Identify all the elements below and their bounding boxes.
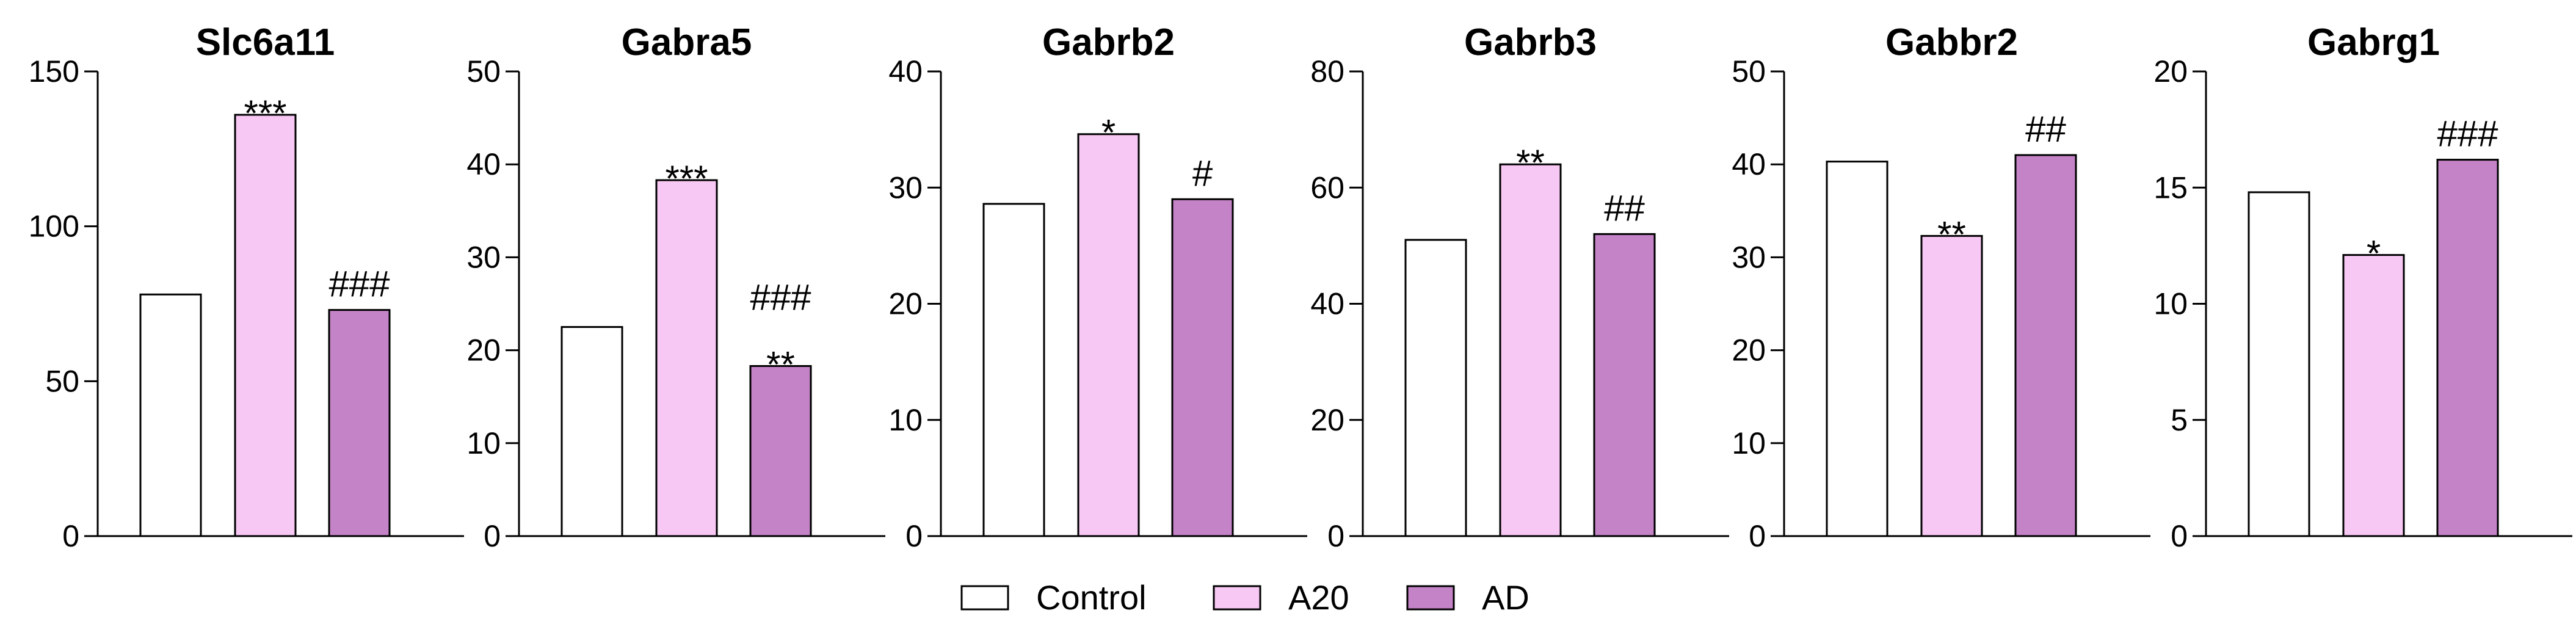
significance-label: * [2367,233,2381,274]
y-tick-label: 50 [466,54,501,89]
y-tick-label: 80 [1310,54,1344,89]
significance-label: ### [750,277,811,318]
chart-gabbr2: Gabbr2 0 10 20 30 40 50 ** ## [1732,21,2150,553]
y-tick-label: 10 [888,403,923,437]
bar-ad [2436,159,2499,537]
y-tick-label: 0 [62,519,79,553]
legend-label: Control [1036,578,1147,617]
bar-control [139,293,202,537]
bar-control [561,326,623,537]
chart-title: Gabrb2 [1042,21,1175,64]
significance-label: ## [2025,109,2066,150]
legend-item-control: Control [960,578,1147,617]
y-tick-label: 20 [466,333,501,368]
chart-title: Gabbr2 [1885,21,2018,64]
bar-ad [2014,154,2077,537]
y-tick-label: 40 [1732,147,1766,181]
bar-control [982,203,1045,537]
y-tick-label: 50 [1732,54,1766,89]
y-tick-label: 10 [2153,287,2188,321]
significance-label: # [1192,153,1213,194]
legend-label: AD [1482,578,1529,617]
y-tick-label: 10 [466,426,501,460]
significance-label: ### [328,264,390,305]
bar-ad [749,365,812,537]
y-tick-label: 0 [2171,519,2188,553]
bar-a20 [1499,163,1562,537]
y-tick-label: 0 [1327,519,1344,553]
chart-title: Slc6a11 [196,21,335,64]
chart-title: Gabrb3 [1464,21,1597,64]
chart-gabrb3: Gabrb3 0 20 40 60 80 ** ## [1310,21,1729,553]
chart-gabrg1: Gabrg1 0 5 10 15 20 * ### [2153,21,2572,553]
significance-label: ## [1604,187,1645,228]
y-tick-label: 40 [466,147,501,181]
y-tick-label: 150 [29,54,79,89]
bar-control [1404,239,1467,537]
bar-a20 [1920,234,1983,537]
y-tick-label: 50 [45,364,79,398]
y-tick-label: 20 [1310,403,1344,437]
legend-swatch [1213,585,1261,611]
significance-label: * [1101,112,1116,153]
y-tick-label: 20 [888,287,923,321]
significance-label: *** [665,158,708,199]
y-tick-label: 30 [888,170,923,205]
y-tick-label: 40 [888,54,923,89]
chart-title: Gabrg1 [2307,21,2440,64]
bar-ad [1593,233,1656,537]
y-tick-label: 60 [1310,170,1344,205]
legend-label: A20 [1288,578,1349,617]
significance-label: ### [2437,114,2498,154]
chart-panels: Slc6a11050100150***###Gabra501020304050*… [29,21,2572,553]
y-tick-label: 20 [1732,333,1766,368]
y-tick-label: 30 [1732,240,1766,274]
y-tick-label: 5 [2171,403,2188,437]
significance-label: ** [1516,142,1545,183]
y-tick-label: 100 [29,209,79,244]
bar-a20 [2342,254,2405,537]
chart-slc6a11: Slc6a11 0 50 100 150 *** ### [29,21,464,553]
y-tick-label: 15 [2153,170,2188,205]
bar-ad [1171,198,1234,537]
chart-gabrb2: Gabrb2 0 10 20 30 40 * # [888,21,1307,553]
legend-swatch [960,585,1009,611]
y-tick-label: 0 [905,519,923,553]
legend: Control A20 AD [960,578,1529,617]
bar-ad [328,309,391,537]
y-tick-label: 40 [1310,287,1344,321]
y-tick-label: 10 [1732,426,1766,460]
legend-swatch [1406,585,1455,611]
bar-control [1826,161,1888,537]
y-tick-label: 0 [484,519,501,553]
significance-label: *** [244,93,286,134]
legend-item-a20: A20 [1213,578,1349,617]
bar-a20 [655,179,718,537]
bar-a20 [234,114,297,537]
y-tick-label: 0 [1749,519,1766,553]
significance-label: ** [1937,214,1966,255]
bar-control [2248,191,2310,537]
chart-gabra5: Gabra5 0 10 20 30 40 50 *** ### ** [466,21,885,553]
y-tick-label: 30 [466,240,501,274]
legend-item-ad: AD [1406,578,1529,617]
y-tick-label: 20 [2153,54,2188,89]
chart-title: Gabra5 [622,21,752,64]
significance-label: ** [766,344,795,385]
bar-a20 [1077,133,1140,537]
